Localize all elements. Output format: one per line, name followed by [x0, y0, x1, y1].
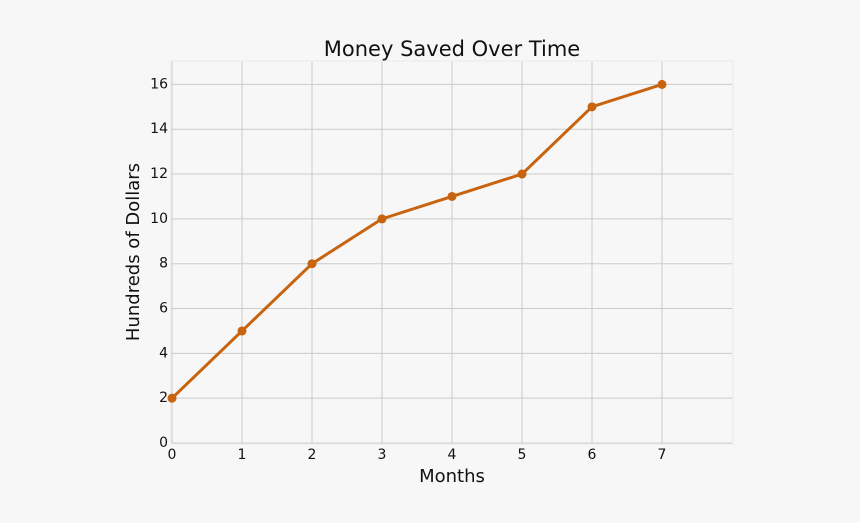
y-tick-label: 2 [159, 390, 168, 406]
y-tick-label: 14 [150, 121, 168, 137]
x-tick-label: 2 [308, 447, 317, 463]
data-point [447, 191, 457, 201]
data-point [307, 259, 317, 269]
x-tick-label: 0 [168, 447, 177, 463]
data-point [237, 326, 247, 336]
x-axis-label: Months [419, 466, 485, 487]
data-point [377, 214, 387, 224]
x-tick-label: 7 [658, 447, 667, 463]
y-tick-label: 8 [159, 256, 168, 272]
chart-title: Money Saved Over Time [324, 37, 580, 61]
y-tick-label: 6 [159, 301, 168, 317]
data-point [167, 393, 177, 403]
x-tick-label: 1 [238, 447, 247, 463]
data-point [517, 169, 527, 179]
y-tick-label: 12 [150, 166, 168, 182]
y-tick-label: 0 [159, 435, 168, 451]
y-axis-label: Hundreds of Dollars [123, 163, 144, 341]
x-tick-label: 4 [448, 447, 457, 463]
data-point [657, 79, 667, 89]
data-line [170, 82, 663, 400]
y-tick-label: 10 [150, 211, 168, 227]
y-tick-label: 16 [150, 76, 168, 92]
x-tick-label: 6 [588, 447, 597, 463]
x-tick-label: 5 [518, 447, 527, 463]
data-point [587, 102, 597, 112]
x-tick-label: 3 [378, 447, 387, 463]
y-tick-label: 4 [159, 345, 168, 361]
